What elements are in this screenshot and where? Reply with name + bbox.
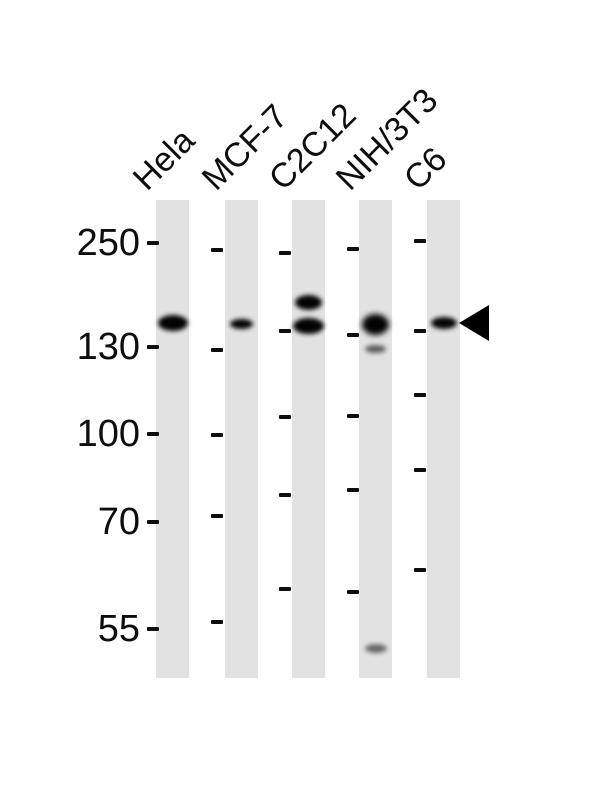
gel-lane-strip (427, 200, 460, 678)
marker-tick (279, 415, 291, 419)
marker-tick (414, 329, 426, 333)
marker-tick (147, 241, 159, 245)
marker-weight-label: 130 (76, 326, 140, 368)
marker-tick (347, 488, 359, 492)
protein-band (157, 315, 188, 331)
marker-tick (211, 514, 223, 518)
marker-tick (347, 590, 359, 594)
gel-lane-strip (359, 200, 392, 678)
protein-band (230, 319, 253, 329)
marker-tick (147, 432, 159, 436)
lane-label: C6 (396, 140, 455, 198)
marker-tick (279, 587, 291, 591)
marker-tick (347, 414, 359, 418)
marker-tick (147, 520, 159, 524)
marker-tick (211, 348, 223, 352)
band-pointer-arrow (459, 305, 489, 341)
marker-tick (347, 247, 359, 251)
marker-tick (279, 329, 291, 333)
marker-tick (414, 568, 426, 572)
protein-band (364, 643, 387, 653)
protein-band (362, 313, 389, 335)
marker-tick (347, 333, 359, 337)
lane-label: Hela (125, 121, 203, 198)
marker-weight-label: 100 (76, 413, 140, 455)
gel-lane-strip (156, 200, 189, 678)
protein-band (295, 294, 322, 310)
marker-tick (211, 433, 223, 437)
marker-tick (279, 493, 291, 497)
marker-tick (211, 620, 223, 624)
gel-lane-strip (225, 200, 258, 678)
marker-tick (211, 248, 223, 252)
gel-lane-strip (292, 200, 325, 678)
marker-tick (414, 468, 426, 472)
marker-weight-label: 55 (97, 608, 140, 650)
marker-tick (147, 345, 159, 349)
marker-tick (279, 251, 291, 255)
protein-band (430, 317, 457, 329)
marker-weight-label: 70 (97, 501, 140, 543)
marker-weight-label: 250 (76, 222, 140, 264)
marker-tick (147, 627, 159, 631)
marker-tick (414, 239, 426, 243)
protein-band (293, 318, 324, 334)
protein-band (365, 345, 386, 353)
marker-tick (414, 393, 426, 397)
